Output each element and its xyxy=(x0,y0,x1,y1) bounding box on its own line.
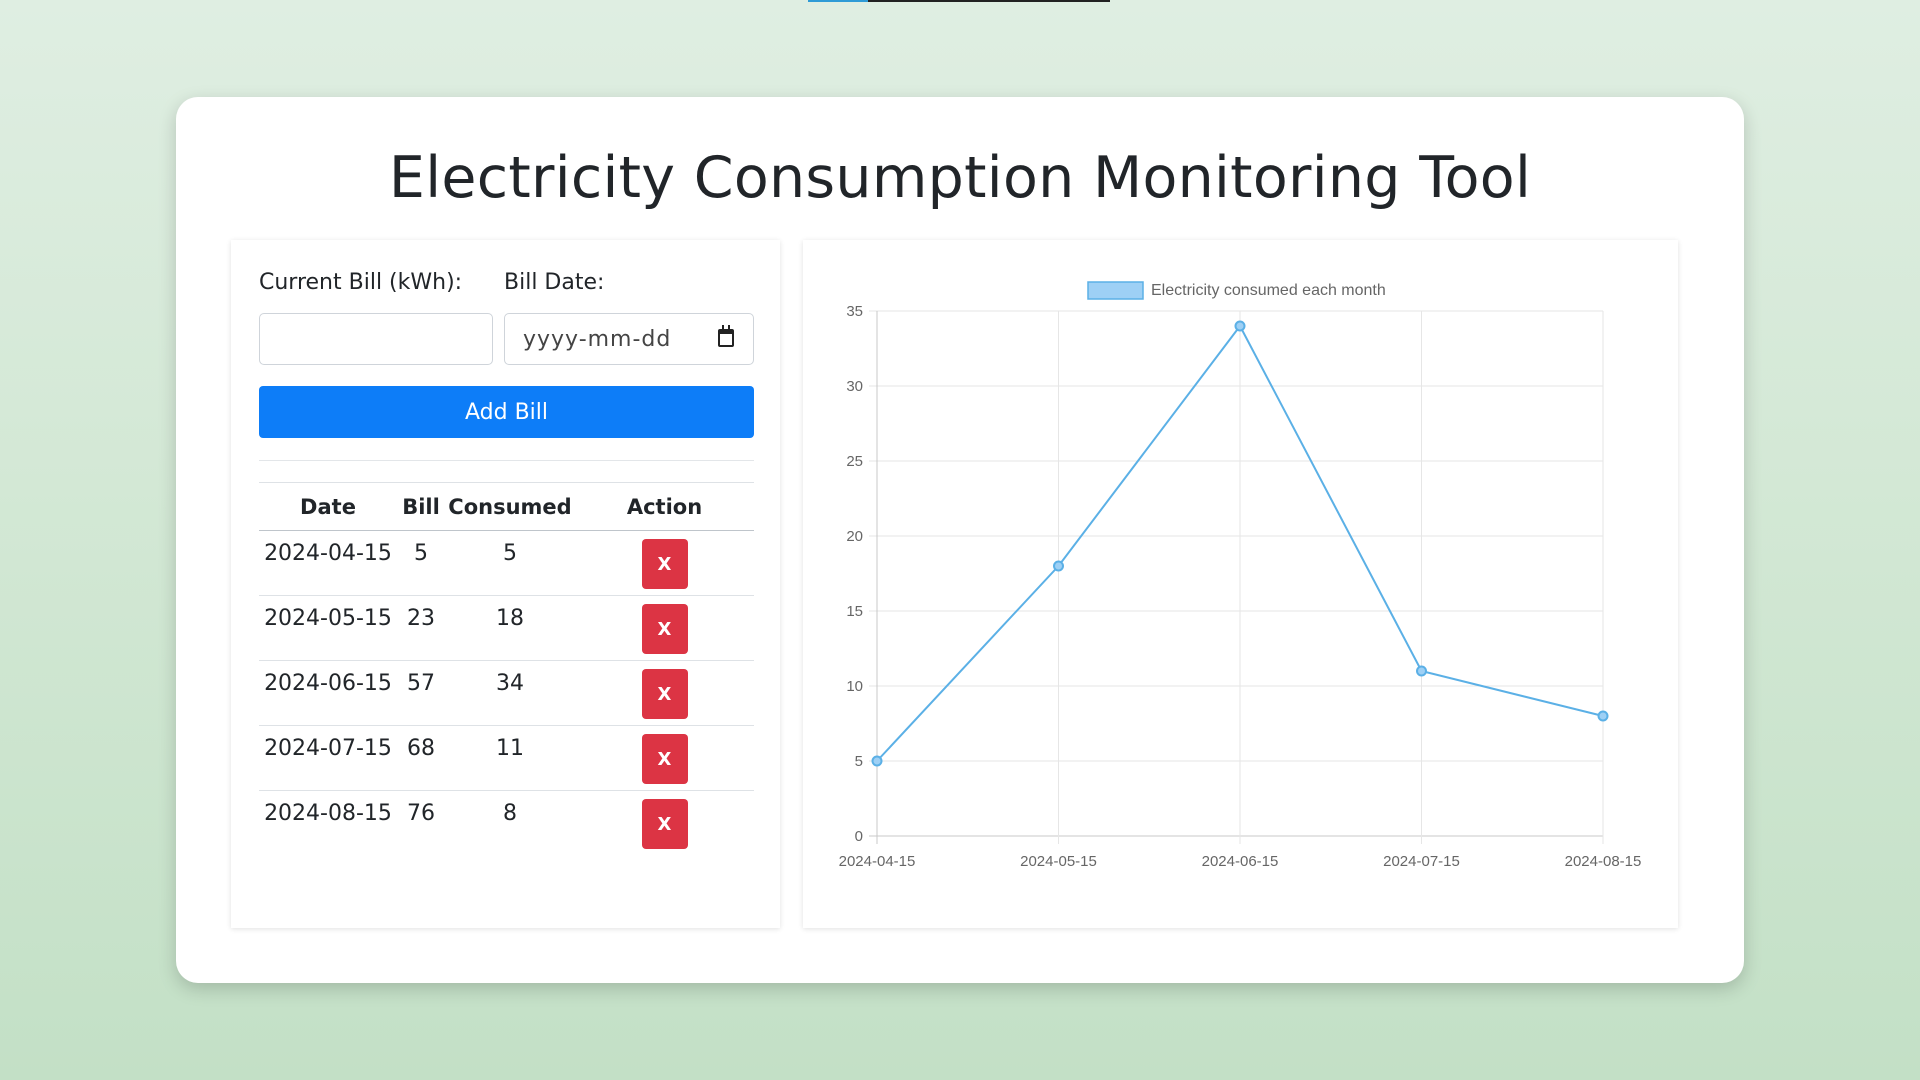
y-tick-label: 20 xyxy=(846,528,863,545)
row-consumed: 8 xyxy=(503,801,517,826)
row-bill: 57 xyxy=(397,660,445,726)
legend-label: Electricity consumed each month xyxy=(1151,282,1386,299)
row-action: X xyxy=(575,530,754,596)
row-action: X xyxy=(575,791,754,856)
table-header-row: Date Bill Consumed Action xyxy=(259,482,754,531)
delete-row-button[interactable]: X xyxy=(641,604,688,654)
consumption-chart-panel: 0 5 10 15 20 25 30 35 2024-04-15 2024-05-15 2024-0… xyxy=(803,240,1678,928)
bill-entry-panel: Current Bill (kWh): Bill Date: yyyy-mm-d… xyxy=(231,240,780,928)
table-row: 2024-06-15 57 34 X xyxy=(259,660,754,726)
row-bill: 23 xyxy=(397,595,445,661)
row-date: 2024-06-15 xyxy=(259,660,397,726)
row-action: X xyxy=(575,725,754,791)
page-progress-fill xyxy=(808,0,869,2)
delete-row-button[interactable]: X xyxy=(641,734,688,784)
header-date: Date xyxy=(259,482,397,531)
data-point xyxy=(1053,560,1064,572)
x-tick-label: 2024-07-15 xyxy=(1383,853,1460,870)
row-bill: 5 xyxy=(397,530,445,596)
row-date: 2024-05-15 xyxy=(259,595,397,661)
table-row: 2024-05-15 23 18 X xyxy=(259,595,754,661)
y-tick-label: 0 xyxy=(855,828,863,845)
current-bill-label: Current Bill (kWh): xyxy=(259,270,463,295)
row-date: 2024-04-15 xyxy=(259,530,397,596)
legend-swatch xyxy=(1087,281,1144,300)
row-consumed: 18 xyxy=(445,595,575,661)
x-tick-label: 2024-04-15 xyxy=(839,853,916,870)
y-tick-label: 25 xyxy=(846,453,863,470)
bill-date-input[interactable]: yyyy-mm-dd xyxy=(504,313,754,365)
row-consumed: 34 xyxy=(445,660,575,726)
bill-date-label: Bill Date: xyxy=(504,270,605,295)
data-point xyxy=(1416,665,1427,677)
x-tick-label: 2024-05-15 xyxy=(1020,853,1097,870)
chart-legend: Electricity consumed each month xyxy=(1087,281,1386,300)
table-row: 2024-08-15 76 8 X xyxy=(259,791,754,856)
row-date: 2024-08-15 xyxy=(264,801,392,826)
header-bill: Bill xyxy=(397,482,445,531)
y-tick-label: 10 xyxy=(846,678,863,695)
delete-row-button[interactable]: X xyxy=(641,539,688,589)
calendar-icon[interactable] xyxy=(718,325,734,347)
y-tick-label: 15 xyxy=(846,603,863,620)
x-tick-label: 2024-08-15 xyxy=(1565,853,1642,870)
header-consumed: Consumed xyxy=(445,482,575,531)
y-tick-label: 30 xyxy=(846,378,863,395)
delete-row-button[interactable]: X xyxy=(641,669,688,719)
row-bill: 76 xyxy=(407,801,435,826)
row-consumed: 11 xyxy=(445,725,575,791)
consumption-line-chart: 0 5 10 15 20 25 30 35 2024-04-15 2024-05-15 2024-0… xyxy=(839,281,1642,870)
page-progress-bar xyxy=(808,0,1110,2)
form-divider xyxy=(259,460,754,461)
row-action: X xyxy=(575,660,754,726)
header-action: Action xyxy=(575,482,754,531)
current-bill-input[interactable] xyxy=(259,313,493,365)
data-point xyxy=(1234,320,1246,332)
row-bill: 68 xyxy=(397,725,445,791)
delete-row-button[interactable]: X xyxy=(641,799,688,849)
table-row: 2024-07-15 68 11 X xyxy=(259,725,754,791)
row-date: 2024-07-15 xyxy=(259,725,397,791)
bills-table: Date Bill Consumed Action 2024-04-15 5 5… xyxy=(259,482,754,856)
table-row: 2024-04-15 5 5 X xyxy=(259,530,754,596)
data-point xyxy=(871,755,883,767)
add-bill-button[interactable]: Add Bill xyxy=(259,386,754,438)
y-tick-label: 5 xyxy=(855,753,863,770)
bill-date-placeholder: yyyy-mm-dd xyxy=(523,327,672,352)
row-action: X xyxy=(575,595,754,661)
x-tick-label: 2024-06-15 xyxy=(1202,853,1279,870)
page-title: Electricity Consumption Monitoring Tool xyxy=(388,145,1532,211)
data-point xyxy=(1597,710,1609,722)
row-consumed: 5 xyxy=(445,530,575,596)
y-tick-label: 35 xyxy=(846,303,863,320)
